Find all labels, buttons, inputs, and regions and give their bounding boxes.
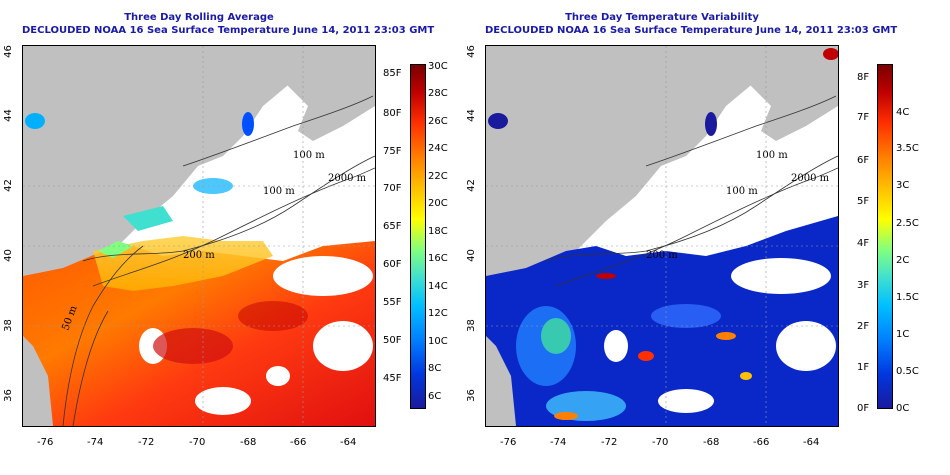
right-ytick-44: 44 — [465, 109, 477, 122]
contour-label-100: 100 m — [293, 150, 325, 161]
contour-100m — [182, 95, 374, 167]
left-sst-map: 100 m 100 m 2000 m 200 m 50 m — [22, 45, 376, 427]
left-ytick-42: 42 — [2, 179, 14, 192]
contour-label-200: 200 m — [183, 250, 215, 261]
left-xtick-72: -72 — [138, 437, 155, 448]
right-xtick-70: -70 — [652, 437, 669, 448]
left-cb-f-70: 70F — [383, 183, 402, 194]
right-cb-f-6: 6F — [857, 155, 870, 166]
right-title-line1: Three Day Temperature Variability — [565, 12, 759, 23]
left-cb-c-20: 20C — [428, 198, 448, 209]
r-contour-label-2000: 2000 m — [791, 173, 830, 184]
right-xtick-76: -76 — [500, 437, 517, 448]
right-ytick-42: 42 — [465, 179, 477, 192]
right-ytick-38: 38 — [465, 319, 477, 332]
right-cb-f-3: 3F — [857, 280, 870, 291]
right-map-svg: 100 m 100 m 2000 m 200 m — [486, 46, 838, 426]
left-cb-f-55: 55F — [383, 297, 402, 308]
right-cb-c-3: 3C — [896, 180, 910, 191]
right-xtick-68: -68 — [703, 437, 720, 448]
right-colorbar — [877, 64, 893, 409]
right-ytick-46: 46 — [465, 45, 477, 58]
left-cb-c-28: 28C — [428, 88, 448, 99]
left-xtick-74: -74 — [87, 437, 104, 448]
left-ytick-40: 40 — [2, 249, 14, 262]
left-cb-f-65: 65F — [383, 221, 402, 232]
left-cb-c-22: 22C — [428, 171, 448, 182]
right-cb-f-1: 1F — [857, 362, 870, 373]
left-cb-f-80: 80F — [383, 108, 402, 119]
left-cb-c-24: 24C — [428, 143, 448, 154]
right-cb-c-3-5: 3.5C — [896, 143, 919, 154]
right-xtick-64: -64 — [803, 437, 820, 448]
left-cb-f-45: 45F — [383, 373, 402, 384]
nova-scotia — [283, 56, 375, 141]
right-title-line2: DECLOUDED NOAA 16 Sea Surface Temperatur… — [485, 25, 898, 36]
right-xtick-66: -66 — [753, 437, 770, 448]
right-cb-f-7: 7F — [857, 112, 870, 123]
left-ytick-36: 36 — [2, 389, 14, 402]
right-cb-c-2-5: 2.5C — [896, 218, 919, 229]
right-cb-c-4: 4C — [896, 107, 910, 118]
left-ytick-44: 44 — [2, 109, 14, 122]
left-colorbar — [410, 64, 426, 409]
right-xtick-72: -72 — [601, 437, 618, 448]
left-cb-c-10: 10C — [428, 336, 448, 347]
contour-label-2000: 2000 m — [328, 173, 367, 184]
left-xtick-66: -66 — [290, 437, 307, 448]
right-cb-f-0: 0F — [857, 403, 870, 414]
right-cb-c-0-5: 0.5C — [896, 366, 919, 377]
left-xtick-70: -70 — [189, 437, 206, 448]
left-map-svg: 100 m 100 m 2000 m 200 m 50 m — [23, 46, 375, 426]
right-cb-c-1-5: 1.5C — [896, 292, 919, 303]
contour-50m — [62, 245, 144, 426]
left-cb-c-8: 8C — [428, 363, 442, 374]
left-cb-c-12: 12C — [428, 308, 448, 319]
right-cb-c-2: 2C — [896, 255, 910, 266]
right-cb-f-2: 2F — [857, 321, 870, 332]
left-cb-f-60: 60F — [383, 259, 402, 270]
left-cb-c-16: 16C — [428, 253, 448, 264]
r-contour-label-100: 100 m — [756, 150, 788, 161]
right-cb-c-0: 0C — [896, 403, 910, 414]
contour-200m — [82, 155, 375, 262]
left-ytick-38: 38 — [2, 319, 14, 332]
contour-2000m — [92, 167, 375, 287]
left-xtick-64: -64 — [340, 437, 357, 448]
right-xtick-74: -74 — [550, 437, 567, 448]
left-cb-c-14: 14C — [428, 281, 448, 292]
right-cb-f-5: 5F — [857, 196, 870, 207]
r-contour-label-200: 200 m — [646, 250, 678, 261]
left-title-line1: Three Day Rolling Average — [124, 12, 274, 23]
left-xtick-76: -76 — [37, 437, 54, 448]
right-ytick-36: 36 — [465, 389, 477, 402]
r-contour-label-100b: 100 m — [726, 186, 758, 197]
right-cb-c-1: 1C — [896, 329, 910, 340]
left-cb-f-85: 85F — [383, 68, 402, 79]
left-xtick-68: -68 — [240, 437, 257, 448]
left-title-line2: DECLOUDED NOAA 16 Sea Surface Temperatur… — [22, 25, 435, 36]
left-ytick-46: 46 — [2, 45, 14, 58]
left-cb-c-26: 26C — [428, 116, 448, 127]
right-variability-map: 100 m 100 m 2000 m 200 m — [485, 45, 839, 427]
right-cb-f-8: 8F — [857, 72, 870, 83]
right-ytick-40: 40 — [465, 249, 477, 262]
left-cb-c-6: 6C — [428, 391, 442, 402]
left-cb-f-50: 50F — [383, 335, 402, 346]
contour-label-100b: 100 m — [263, 186, 295, 197]
left-cb-c-18: 18C — [428, 226, 448, 237]
land-mass — [23, 46, 375, 296]
left-cb-f-75: 75F — [383, 146, 402, 157]
left-cb-c-30: 30C — [428, 61, 448, 72]
right-cb-f-4: 4F — [857, 238, 870, 249]
